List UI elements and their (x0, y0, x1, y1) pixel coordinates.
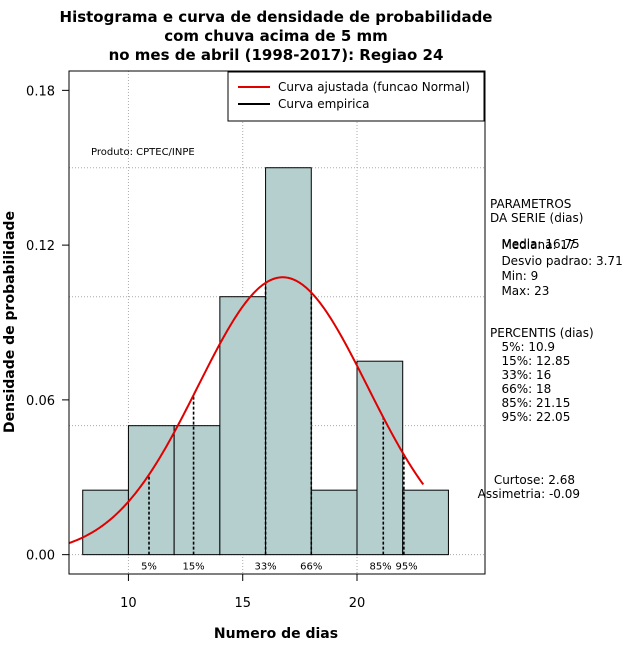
histogram-bars (82, 167, 449, 556)
percentile-lines (148, 282, 405, 555)
param-line: Max: 23 (490, 284, 549, 298)
param-line: PARAMETROS (490, 197, 571, 211)
percentile-line: PERCENTIS (dias) (490, 326, 594, 340)
title-line-1: Histograma e curva de densidade de proba… (60, 8, 493, 26)
percentile-values: PERCENTIS (dias) 5%: 10.9 15%: 12.85 33%… (490, 326, 594, 424)
percentile-label: 5% (141, 562, 157, 573)
x-tick-label: 15 (234, 596, 251, 611)
percentile-line: 66%: 18 (490, 382, 551, 396)
y-tick-label: 0.18 (26, 84, 55, 99)
kurtosis-line: Curtose: 2.68 (494, 473, 575, 487)
legend-label-empirical: Curva empirica (278, 97, 369, 111)
histogram-bar (356, 360, 404, 556)
param-line: DA SERIE (dias) (490, 211, 583, 225)
x-tick-label: 20 (349, 596, 366, 611)
percentile-label: 15% (182, 562, 204, 573)
normal-curve (68, 276, 425, 545)
percentile-labels: 5% 15% 33% 66% 85% 95% (141, 562, 418, 573)
title-line-2: com chuva acima de 5 mm (164, 27, 388, 45)
skewness-line: Assimetria: -0.09 (478, 487, 580, 501)
param-line: Mediana: 17 (490, 238, 576, 252)
percentile-label: 85% (369, 562, 391, 573)
title-line-3: no mes de abril (1998-2017): Regiao 24 (109, 46, 444, 64)
param-line: Desvio padrao: 3.71 (490, 254, 623, 268)
histogram-bar (265, 167, 312, 556)
percentile-line: 95%: 22.05 (490, 410, 570, 424)
plot-frame (68, 70, 486, 575)
percentile-line: 85%: 21.15 (490, 396, 570, 410)
legend-label-fit: Curva ajustada (funcao Normal) (278, 80, 470, 94)
y-tick-label: 0.12 (26, 239, 55, 254)
histogram-bar (310, 489, 358, 556)
y-tick-label: 0.06 (26, 394, 55, 409)
shape-statistics: Curtose: 2.68 Assimetria: -0.09 (478, 473, 580, 501)
percentile-label: 33% (254, 562, 276, 573)
y-tick-label: 0.00 (26, 549, 55, 564)
legend-box (227, 71, 485, 122)
y-axis-label: Densidade de probabilidade (2, 211, 18, 433)
x-tick-label: 10 (120, 596, 137, 611)
series-parameters: PARAMETROS DA SERIE (dias) Media: 16.75 … (490, 197, 623, 298)
histogram-bar (402, 489, 449, 556)
percentile-label: 95% (395, 562, 417, 573)
percentile-line: 15%: 12.85 (490, 354, 570, 368)
histogram-bar (219, 296, 267, 556)
percentile-line: 33%: 16 (490, 368, 551, 382)
normal-fit-curve (68, 276, 425, 545)
legend: Curva ajustada (funcao Normal) Curva emp… (227, 71, 485, 122)
x-axis-label: Numero de dias (214, 626, 338, 642)
axes: 10 15 20 0.00 0.06 0.12 0.18 (26, 84, 365, 611)
param-line: Min: 9 (490, 269, 538, 283)
percentile-label: 66% (300, 562, 322, 573)
histogram-bar (173, 425, 221, 556)
percentile-line: 5%: 10.9 (490, 340, 555, 354)
product-label: Produto: CPTEC/INPE (91, 147, 195, 158)
chart-title: Histograma e curva de densidade de proba… (60, 8, 493, 64)
param-line: Media: 16.75 (490, 237, 580, 251)
